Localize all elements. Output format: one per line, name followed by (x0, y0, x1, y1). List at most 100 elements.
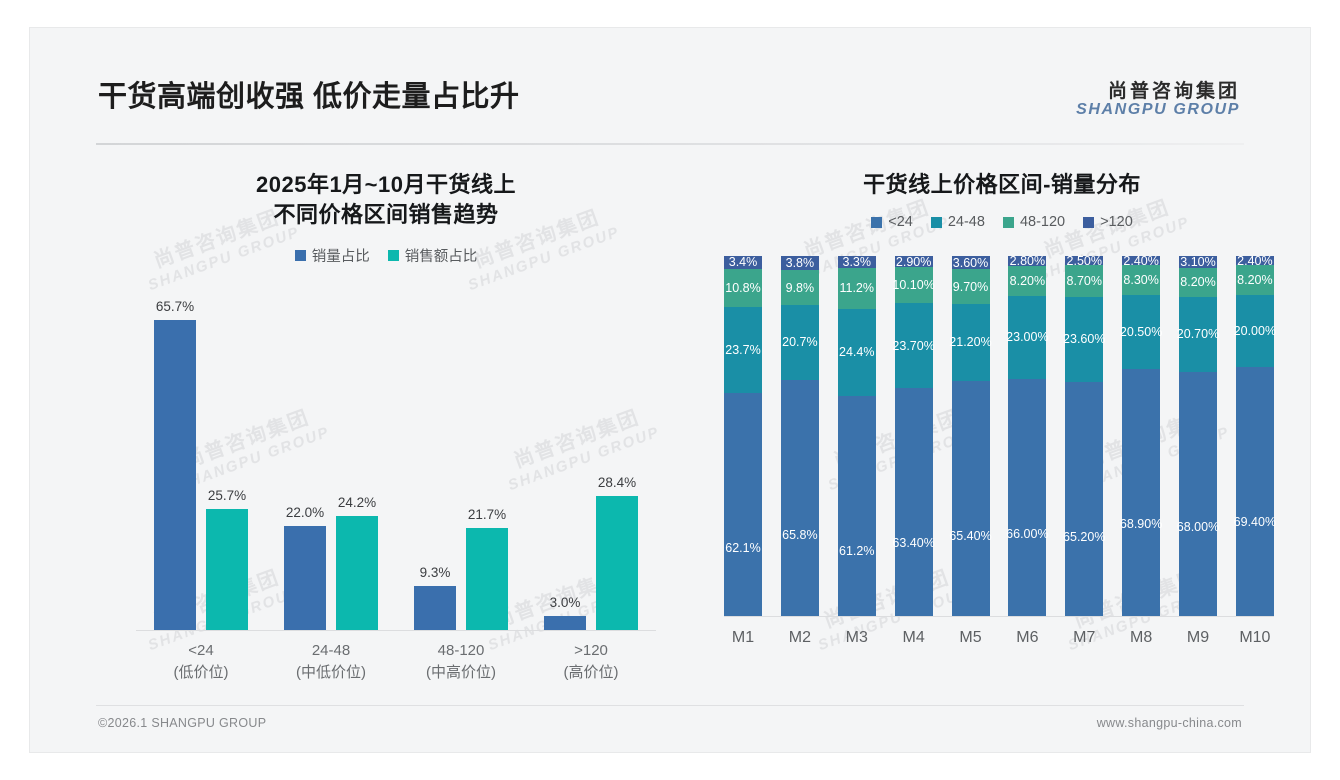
bar-column[interactable]: 22.0% (284, 290, 326, 630)
bar-rect[interactable] (284, 525, 326, 630)
segment-value-label: 68.90% (1119, 516, 1163, 531)
stacked-bar-segment[interactable]: 9.8% (780, 270, 819, 306)
stacked-bar-segment[interactable]: 63.40% (892, 388, 935, 617)
stacked-bar-column[interactable]: 2.90% 10.10% 23.70% 63.40% (892, 254, 935, 617)
bar-rect[interactable] (544, 615, 586, 630)
stacked-bar-column[interactable]: 2.80% 8.20% 23.00% 66.00% (1006, 254, 1049, 617)
bar-rect[interactable] (414, 585, 456, 630)
segment-value-label: 2.40% (1237, 253, 1273, 268)
stacked-bar-segment[interactable]: 21.20% (949, 304, 992, 381)
chart-title-sales-trend: 2025年1月~10月干货线上 不同价格区间销售趋势 (76, 170, 696, 231)
legend-label: <24 (888, 214, 913, 231)
bar-rect[interactable] (206, 508, 248, 630)
stacked-bar-segment[interactable]: 2.50% (1065, 254, 1104, 268)
segment-value-label: 65.8% (782, 527, 818, 542)
stacked-bar-segment[interactable]: 20.00% (1234, 294, 1276, 367)
stacked-bar-segment[interactable]: 23.70% (892, 303, 935, 389)
slide-header: 干货高端创收强 低价走量占比升 尚普咨询集团 SHANGPU GROUP (30, 28, 1310, 118)
stacked-bar-segment[interactable]: 8.20% (1235, 264, 1274, 295)
bar-column[interactable]: 24.2% (336, 290, 378, 630)
footer-website: www.shangpu-china.com (1096, 716, 1242, 730)
stacked-bar-segment[interactable]: 3.8% (780, 256, 819, 270)
stacked-bar-x-axis: M1 M2 M3 M4 M5 M6 M7 M8 M9 M10 (724, 617, 1274, 647)
segment-value-label: 3.3% (842, 255, 872, 270)
stacked-bar-segment[interactable]: 20.50% (1119, 294, 1163, 369)
stacked-bar-column[interactable]: 3.8% 9.8% 20.7% 65.8% (780, 256, 819, 617)
bar-column[interactable]: 65.7% (154, 290, 196, 630)
segment-value-label: 2.90% (895, 254, 932, 269)
stacked-bar-segment[interactable]: 8.30% (1122, 264, 1161, 295)
segment-value-label: 8.20% (1009, 274, 1046, 289)
stacked-bar-segment[interactable]: 8.20% (1179, 267, 1217, 298)
stacked-bar-segment[interactable]: 23.00% (1006, 295, 1049, 379)
segment-value-label: 23.00% (1006, 330, 1049, 345)
stacked-bar-segment[interactable]: 68.90% (1119, 368, 1163, 617)
stacked-bar-column[interactable]: 2.40% 8.30% 20.50% 68.90% (1119, 254, 1163, 617)
bar-column[interactable]: 9.3% (414, 290, 456, 630)
bar-rect[interactable] (596, 495, 638, 630)
volume-distribution-legend-item[interactable]: <24 (871, 214, 913, 230)
stacked-bar-segment[interactable]: 61.2% (837, 396, 876, 617)
segment-value-label: 3.10% (1180, 254, 1216, 269)
stacked-bar-segment[interactable]: 3.60% (951, 256, 990, 270)
stacked-bar-segment[interactable]: 20.7% (780, 305, 819, 380)
bar-column[interactable]: 28.4% (596, 290, 638, 630)
sales-trend-legend-item[interactable]: 销量占比 (294, 245, 370, 266)
stacked-bar-segment[interactable]: 3.3% (837, 255, 876, 270)
stacked-bar-column[interactable]: 3.10% 8.20% 20.70% 68.00% (1177, 254, 1219, 617)
bar-group: 22.0% 24.2% (284, 290, 378, 630)
segment-value-label: 62.1% (725, 540, 761, 555)
volume-distribution-legend-item[interactable]: 24-48 (930, 214, 985, 230)
slide-canvas: 干货高端创收强 低价走量占比升 尚普咨询集团 SHANGPU GROUP 尚普咨… (30, 28, 1310, 752)
stacked-bar-segment[interactable]: 10.8% (724, 268, 762, 308)
logo-text-en: SHANGPU GROUP (1076, 100, 1240, 118)
stacked-bar-segment[interactable]: 8.20% (1008, 266, 1047, 296)
stacked-bar-column[interactable]: 2.50% 8.70% 23.60% 65.20% (1063, 254, 1105, 617)
stacked-bar-segment[interactable]: 66.00% (1006, 378, 1049, 617)
chart-panel-volume-distribution: 干货线上价格区间-销量分布 <24 24-48 48-120 >120 3.4% 10.… (702, 152, 1302, 712)
sales-trend-legend-item[interactable]: 销售额占比 (387, 245, 477, 266)
volume-distribution-legend-item[interactable]: >120 (1083, 214, 1133, 230)
stacked-bar-segment[interactable]: 2.80% (1008, 254, 1047, 268)
stacked-bar-segment[interactable]: 69.40% (1233, 366, 1277, 617)
chart-title-line-2: 不同价格区间销售趋势 (273, 202, 499, 228)
page-title: 干货高端创收强 低价走量占比升 (98, 81, 520, 113)
bar-value-label: 22.0% (285, 504, 325, 520)
segment-value-label: 20.50% (1119, 324, 1163, 339)
bar-rect[interactable] (466, 527, 508, 630)
stacked-bar-segment[interactable]: 10.10% (892, 266, 935, 304)
stacked-bar-segment[interactable]: 23.60% (1063, 296, 1105, 382)
stacked-bar-segment[interactable]: 8.70% (1065, 265, 1104, 297)
stacked-bar-segment[interactable]: 23.7% (724, 307, 762, 393)
segment-value-label: 10.10% (892, 277, 935, 292)
stacked-bar-segment[interactable]: 11.2% (837, 268, 876, 309)
bar-column[interactable]: 25.7% (206, 290, 248, 630)
stacked-bar-segment[interactable]: 3.10% (1179, 254, 1217, 269)
stacked-bar-column[interactable]: 3.60% 9.70% 21.20% 65.40% (949, 256, 992, 616)
stacked-bar-segment[interactable]: 3.4% (724, 255, 762, 269)
segment-value-label: 69.40% (1233, 514, 1277, 529)
bar-rect[interactable] (336, 515, 378, 630)
stacked-bar-segment[interactable]: 20.70% (1177, 297, 1219, 372)
stacked-bar-segment[interactable]: 62.1% (724, 392, 762, 617)
stacked-bar-segment[interactable]: 65.20% (1063, 381, 1105, 617)
stacked-bar-segment[interactable]: 2.90% (894, 254, 933, 269)
volume-distribution-legend-item[interactable]: 48-120 (1002, 214, 1065, 230)
bar-column[interactable]: 3.0% (544, 290, 586, 630)
bar-group: 9.3% 21.7% (414, 290, 508, 630)
segment-value-label: 8.70% (1066, 274, 1102, 289)
stacked-bar-column[interactable]: 3.3% 11.2% 24.4% 61.2% (837, 255, 876, 617)
header-divider (96, 143, 1244, 145)
bar-column[interactable]: 21.7% (466, 290, 508, 630)
stacked-bar-segment[interactable]: 2.40% (1122, 254, 1161, 268)
stacked-bar-segment[interactable]: 68.00% (1177, 371, 1219, 617)
stacked-bar-column[interactable]: 3.4% 10.8% 23.7% 62.1% (724, 255, 762, 617)
stacked-bar-segment[interactable]: 2.40% (1235, 253, 1274, 268)
bar-rect[interactable] (154, 319, 196, 630)
stacked-bar-segment[interactable]: 65.40% (949, 380, 992, 616)
stacked-bar-segment[interactable]: 9.70% (951, 269, 990, 305)
stacked-bar-segment[interactable]: 65.8% (780, 379, 819, 617)
stacked-bar-column[interactable]: 2.40% 8.20% 20.00% 69.40% (1233, 253, 1277, 617)
legend-swatch-icon (871, 216, 883, 228)
stacked-bar-segment[interactable]: 24.4% (837, 308, 876, 397)
